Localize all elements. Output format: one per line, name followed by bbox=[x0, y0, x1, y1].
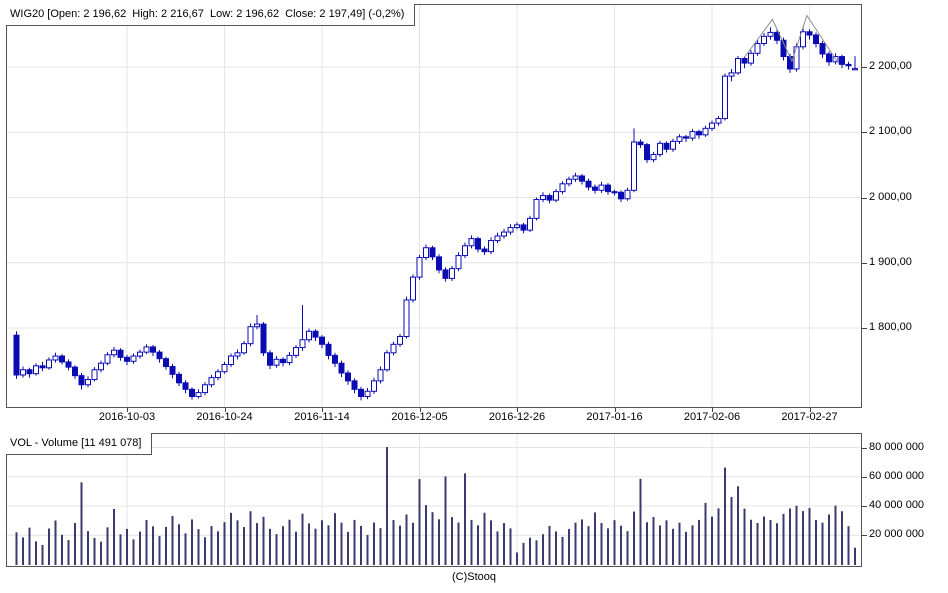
copyright-label: (C)Stooq bbox=[451, 571, 497, 583]
volume-axis-tick bbox=[862, 535, 867, 537]
date-axis-label: 2017-01-16 bbox=[586, 411, 643, 423]
volume-axis-label: 40 000 000 bbox=[869, 499, 925, 511]
date-axis-label: 2016-12-05 bbox=[391, 411, 448, 423]
price-axis-tick bbox=[862, 197, 867, 199]
price-chart-panel: WIG20 [Open: 2 196,62 High: 2 216,67 Low… bbox=[6, 4, 862, 408]
price-axis-tick bbox=[862, 262, 867, 264]
date-axis-tick bbox=[127, 408, 128, 412]
volume-summary: VOL - Volume [11 491 078] bbox=[6, 433, 153, 455]
price-axis-label: 2 000,00 bbox=[869, 190, 912, 203]
price-axis-label: 2 200,00 bbox=[869, 60, 912, 72]
date-axis-label: 2016-12-26 bbox=[488, 411, 546, 423]
volume-axis-tick bbox=[862, 447, 867, 449]
price-axis-tick bbox=[862, 67, 867, 68]
price-axis-tick bbox=[862, 328, 867, 329]
volume-panel: VOL - Volume [11 491 078] bbox=[6, 433, 862, 567]
price-axis-label: 2 100,00 bbox=[869, 125, 912, 138]
candles-group bbox=[13, 26, 858, 401]
date-axis-tick bbox=[809, 408, 811, 412]
volume-chart bbox=[7, 434, 861, 566]
date-axis-tick bbox=[517, 408, 518, 412]
volume-bars-group bbox=[15, 447, 856, 565]
date-axis-tick bbox=[224, 408, 226, 412]
date-axis-label: 2016-10-24 bbox=[196, 411, 253, 423]
volume-axis-label: 80 000 000 bbox=[869, 440, 925, 453]
date-axis-tick bbox=[712, 408, 713, 412]
date-axis-tick bbox=[614, 408, 616, 412]
price-axis-tick bbox=[862, 132, 867, 134]
price-axis-label: 1 800,00 bbox=[869, 321, 912, 333]
candlestick-chart bbox=[7, 5, 861, 407]
trendline-annotation bbox=[744, 14, 840, 65]
date-axis-tick bbox=[322, 408, 323, 412]
volume-axis-tick bbox=[862, 506, 867, 507]
date-axis-label: 2016-10-03 bbox=[98, 411, 156, 423]
volume-axis-tick bbox=[862, 476, 867, 478]
volume-axis-label: 20 000 000 bbox=[869, 528, 925, 541]
date-axis-tick bbox=[419, 408, 421, 412]
date-axis-label: 2017-02-27 bbox=[781, 411, 838, 423]
price-axis-label: 1 900,00 bbox=[869, 255, 912, 268]
date-axis-label: 2016-11-14 bbox=[294, 411, 350, 423]
volume-axis-label: 60 000 000 bbox=[869, 469, 925, 482]
date-axis-label: 2017-02-06 bbox=[683, 411, 741, 423]
ohlc-summary: WIG20 [Open: 2 196,62 High: 2 216,67 Low… bbox=[6, 4, 416, 26]
